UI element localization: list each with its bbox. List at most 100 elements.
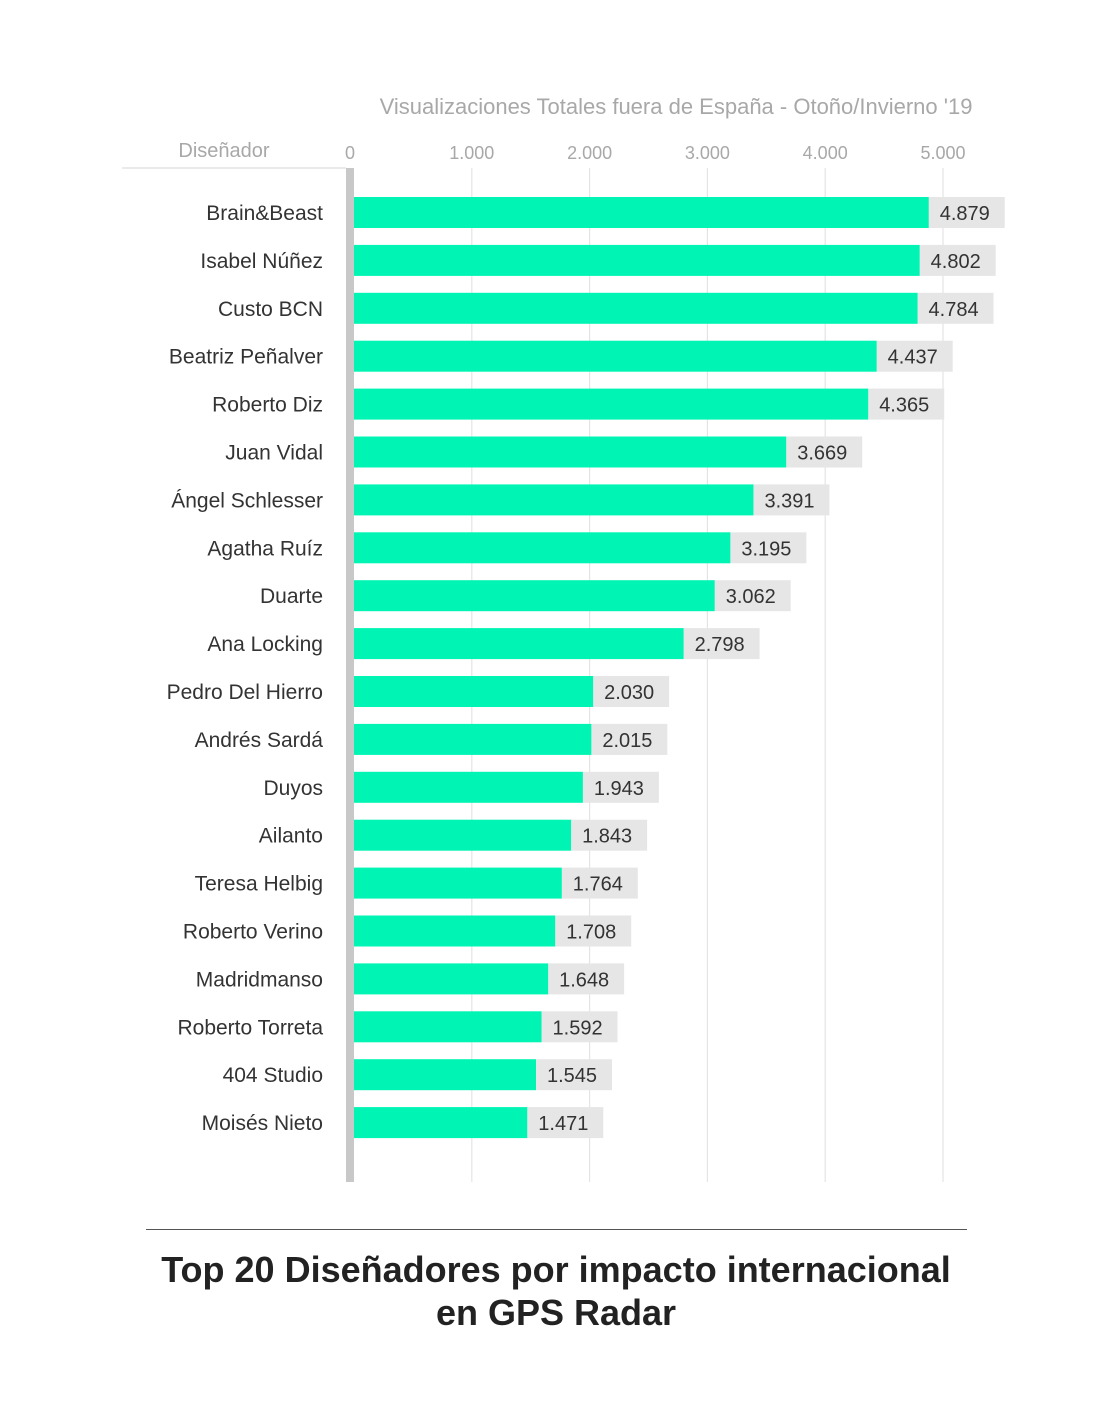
bar — [354, 388, 869, 420]
bar — [354, 197, 929, 228]
bar-row: 3.195 Agatha Ruíz — [207, 532, 807, 564]
category-label: Teresa Helbig — [195, 873, 323, 896]
bar — [354, 963, 549, 995]
bar — [354, 532, 731, 564]
bar-row: 2.015 Andrés Sardá — [195, 723, 668, 755]
bar — [354, 676, 594, 707]
value-label-bg — [868, 388, 945, 420]
category-label: Andrés Sardá — [195, 729, 324, 752]
value-label-bg — [593, 676, 670, 707]
caption-divider — [146, 1229, 967, 1230]
bar-row: 4.365 Roberto Diz — [212, 388, 945, 420]
category-label: Roberto Torreta — [177, 1016, 323, 1039]
bar — [354, 292, 918, 324]
bar-row: 1.843 Ailanto — [259, 819, 648, 851]
value-label: 1.843 — [582, 826, 632, 848]
category-label: Duyos — [263, 777, 323, 800]
bar — [354, 867, 562, 899]
x-axis-title: Visualizaciones Totales fuera de España … — [380, 94, 973, 119]
category-label: Ángel Schlesser — [171, 489, 323, 512]
value-label-bg — [786, 436, 863, 468]
category-label: Isabel Núñez — [200, 250, 323, 273]
value-label-bg — [919, 244, 996, 276]
bar-row: 1.592 Roberto Torreta — [177, 1011, 618, 1043]
value-label: 1.708 — [566, 922, 616, 944]
category-label: Agatha Ruíz — [207, 537, 323, 560]
value-label: 4.437 — [888, 347, 938, 369]
x-tick-label: 2.000 — [567, 143, 612, 163]
bar — [354, 1059, 537, 1091]
bar — [354, 771, 583, 803]
value-label: 2.030 — [604, 682, 654, 704]
bar-row: 4.879 Brain&Beast — [206, 197, 1005, 228]
bar — [354, 723, 592, 755]
grid-lines — [471, 168, 944, 1182]
x-tick-labels: 0 1.000 2.000 3.000 4.000 5.000 — [345, 143, 966, 163]
bar-row: 1.764 Teresa Helbig — [195, 867, 638, 899]
x-tick-label: 4.000 — [803, 143, 848, 163]
value-label: 1.648 — [559, 969, 609, 991]
category-label: Moisés Nieto — [202, 1112, 323, 1135]
value-label: 1.545 — [547, 1065, 597, 1087]
caption-line-2: en GPS Radar — [435, 1292, 677, 1333]
chart-caption: Top 20 Diseñadores por impacto internaci… — [100, 1248, 1012, 1334]
category-label: Roberto Diz — [212, 394, 323, 417]
bar-row: 3.391 Ángel Schlesser — [171, 484, 830, 516]
value-label: 2.798 — [695, 634, 745, 656]
value-label: 3.669 — [797, 443, 847, 465]
category-label: Custo BCN — [218, 298, 323, 321]
bar — [354, 436, 787, 468]
bar — [354, 1107, 528, 1139]
bar-row: 4.784 Custo BCN — [218, 292, 994, 324]
category-label: Duarte — [260, 585, 323, 608]
value-label-bg — [753, 484, 830, 516]
value-label: 3.391 — [764, 490, 814, 512]
bar-row: 1.471 Moisés Nieto — [202, 1107, 604, 1139]
bar — [354, 819, 572, 851]
y-axis-line — [346, 168, 354, 1182]
category-label: 404 Studio — [223, 1064, 323, 1087]
bar-chart: Visualizaciones Totales fuera de España … — [122, 94, 1005, 1182]
value-label: 3.195 — [741, 538, 791, 560]
value-label-bg — [548, 963, 625, 995]
x-tick-label: 1.000 — [449, 143, 494, 163]
value-label: 1.592 — [553, 1017, 603, 1039]
category-label: Ana Locking — [207, 633, 323, 656]
value-label: 2.015 — [602, 730, 652, 752]
value-label: 4.784 — [929, 299, 979, 321]
category-label: Brain&Beast — [206, 202, 323, 225]
value-label-bg — [582, 771, 659, 803]
bar — [354, 915, 556, 947]
bar-row: 1.943 Duyos — [263, 771, 659, 803]
bar — [354, 580, 715, 612]
category-label: Pedro Del Hierro — [167, 681, 323, 704]
value-label-bg — [876, 340, 953, 372]
value-label-bg — [555, 915, 632, 947]
value-label: 1.943 — [594, 778, 644, 800]
bar — [354, 340, 877, 372]
value-label-bg — [917, 292, 994, 324]
bar-rows: 4.879 Brain&Beast 4.802 Isabel Núñez 4.784 Cu… — [167, 197, 1005, 1139]
value-label: 4.365 — [879, 395, 929, 417]
bar-row: 1.648 Madridmanso — [196, 963, 625, 995]
bar-row: 4.437 Beatriz Peñalver — [169, 340, 953, 372]
value-label-bg — [536, 1059, 613, 1091]
bar — [354, 628, 684, 660]
bar-row: 3.062 Duarte — [260, 580, 791, 612]
x-tick-label: 5.000 — [920, 143, 965, 163]
bar-row: 2.798 Ana Locking — [207, 628, 760, 660]
value-label-bg — [730, 532, 807, 564]
x-tick-label: 3.000 — [685, 143, 730, 163]
bar-row: 1.545 404 Studio — [223, 1059, 613, 1091]
x-tick-label: 0 — [345, 143, 355, 163]
bar — [354, 484, 754, 516]
value-label-bg — [541, 1011, 618, 1043]
bar-row: 2.030 Pedro Del Hierro — [167, 676, 670, 707]
caption-line-1: Top 20 Diseñadores por impacto internaci… — [161, 1249, 951, 1290]
value-label: 3.062 — [726, 586, 776, 608]
bar — [354, 244, 920, 276]
category-label: Madridmanso — [196, 968, 323, 991]
category-label: Ailanto — [259, 825, 323, 848]
category-label: Juan Vidal — [225, 442, 323, 465]
value-label-bg — [571, 819, 648, 851]
